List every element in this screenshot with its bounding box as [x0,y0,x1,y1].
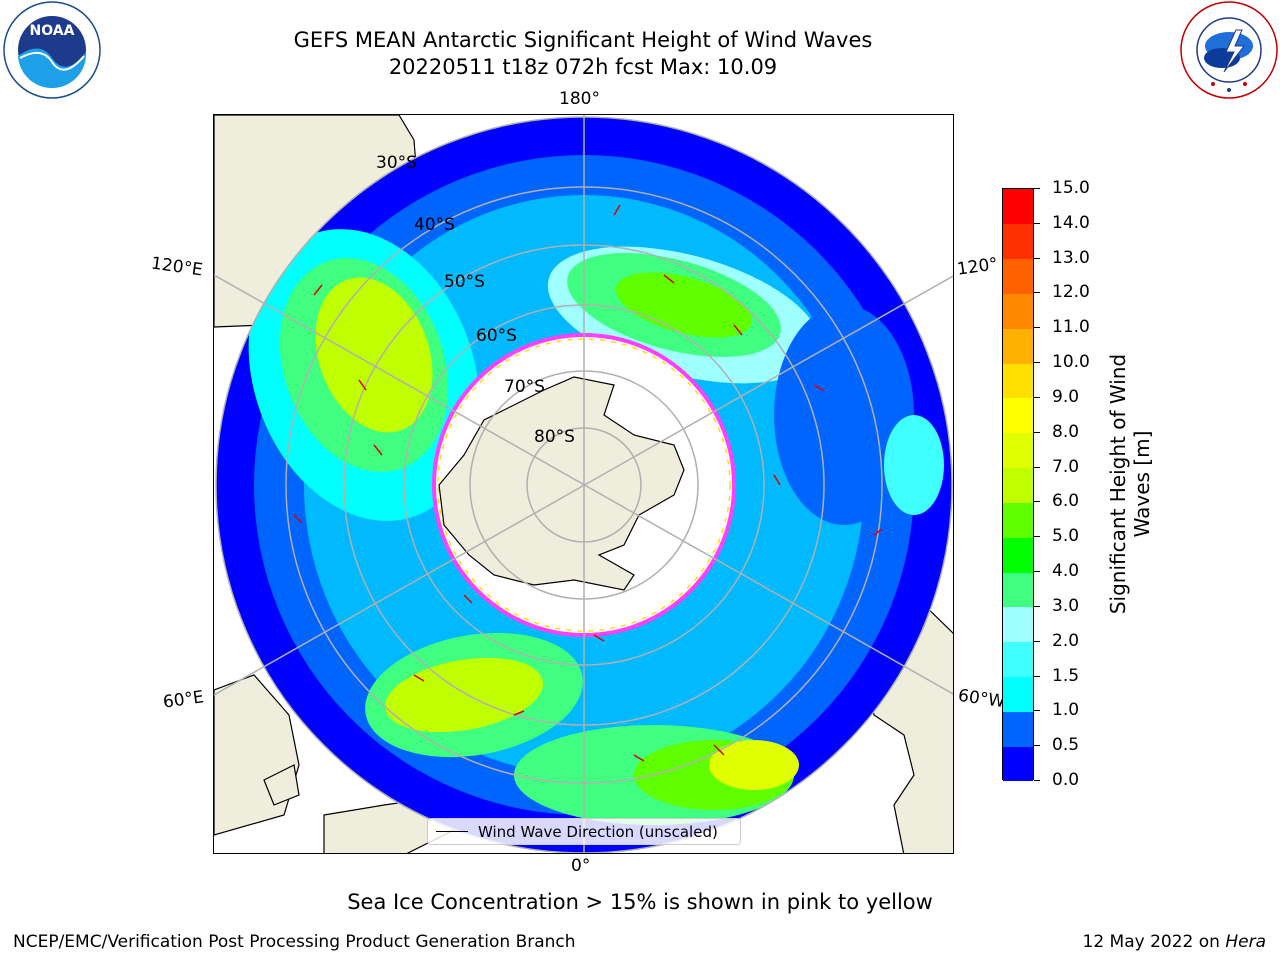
lon-label-60e: 60°E [161,687,206,713]
colorbar-segment [1003,328,1033,364]
land-antarctica [438,376,685,591]
colorbar-tick [1034,501,1040,503]
colorbar-segment [1003,397,1033,434]
colorbar-tick [1034,536,1040,538]
colorbar-segment [1003,467,1033,503]
colorbar-segment [1003,258,1033,294]
colorbar [1002,188,1034,782]
colorbar-tick [1034,292,1040,294]
colorbar-segment [1003,189,1033,225]
colorbar-tick [1034,327,1040,329]
colorbar-tick-label: 4.0 [1052,561,1080,582]
colorbar-tick [1034,675,1040,677]
colorbar-tick-label: 15.0 [1052,178,1090,198]
colorbar-label-line1: Significant Height of Wind [1106,353,1130,615]
legend-label: Wind Wave Direction (unscaled) [478,822,718,841]
colorbar-segment [1003,711,1033,747]
lat-labels: 30°S 40°S 50°S 60°S 70°S 80°S [376,153,575,447]
colorbar-tick-label: 11.0 [1052,317,1090,338]
colorbar-segment [1003,432,1033,469]
colorbar-segment [1003,502,1033,538]
colorbar-tick-label: 8.0 [1052,421,1080,442]
lat-label-40s: 40°S [414,215,455,235]
colorbar-segment [1003,641,1033,678]
lon-label-60w: 60°W [956,685,1007,713]
colorbar-segment [1003,293,1033,329]
footer-machine: Hera [1225,932,1266,952]
colorbar-tick-label: 13.0 [1052,247,1090,268]
nws-logo [1180,1,1278,99]
map-canvas: 30°S 40°S 50°S 60°S 70°S 80°S [214,115,953,853]
lon-label-120w: 120° [955,254,1000,280]
lat-label-30s: 30°S [376,153,417,173]
lon-label-180: 180° [559,89,600,109]
sea-ice-note: Sea Ice Concentration > 15% is shown in … [347,890,933,914]
colorbar-tick [1034,362,1040,364]
colorbar-tick-label: 6.0 [1052,491,1080,512]
wave-direction-arrows [293,204,883,762]
colorbar-segment [1003,223,1033,260]
lon-label-0: 0° [571,856,591,876]
colorbar-label-line2: Waves [m] [1130,430,1154,538]
colorbar-label: Significant Height of Wind Waves [m] [1106,334,1154,634]
map-legend: Wind Wave Direction (unscaled) [427,818,741,845]
colorbar-tick-label: 0.0 [1052,770,1080,790]
colorbar-tick-label: 2.0 [1052,630,1080,651]
footer-date: 12 May 2022 on Hera [1083,932,1267,952]
colorbar-tick [1034,257,1040,259]
chart-subtitle: 20220511 t18z 072h fcst Max: 10.09 [388,55,778,79]
colorbar-tick-label: 9.0 [1052,386,1080,407]
colorbar-tick [1034,431,1040,433]
colorbar-tick-label: 1.0 [1052,700,1080,721]
lon-label-120e: 120°E [149,253,204,281]
colorbar-tick-label: 0.5 [1052,735,1080,756]
noaa-logo: NOAA [3,1,101,99]
colorbar-tick [1034,780,1040,781]
colorbar-tick [1034,466,1040,468]
polar-map: 30°S 40°S 50°S 60°S 70°S 80°S Wind Wave … [213,114,954,854]
colorbar-tick-label: 5.0 [1052,526,1080,547]
colorbar-segment [1003,363,1033,399]
colorbar-segment [1003,572,1033,608]
legend-line-icon [436,830,468,833]
colorbar-tick [1034,396,1040,398]
colorbar-tick-label: 7.0 [1052,456,1080,477]
colorbar-tick-label: 10.0 [1052,352,1090,373]
colorbar-segment [1003,746,1033,782]
footer-credit: NCEP/EMC/Verification Post Processing Pr… [13,932,576,952]
colorbar-tick [1034,745,1040,747]
lat-label-80s: 80°S [534,427,575,447]
colorbar-tick-label: 12.0 [1052,282,1090,303]
colorbar-tick [1034,640,1040,642]
lat-label-70s: 70°S [504,377,545,397]
colorbar-tick-label: 1.5 [1052,665,1080,686]
colorbar-segment [1003,606,1033,643]
footer-date-text: 12 May 2022 on [1082,932,1226,952]
chart-title: GEFS MEAN Antarctic Significant Height o… [293,28,873,52]
land-madagascar [263,764,300,806]
colorbar-tick [1034,571,1040,573]
colorbar-segment [1003,676,1033,712]
lat-label-60s: 60°S [476,326,517,346]
colorbar-tick [1034,710,1040,712]
noaa-logo-text: NOAA [30,23,75,39]
colorbar-tick-label: 14.0 [1052,212,1090,233]
lat-label-50s: 50°S [444,272,485,292]
colorbar-segment [1003,537,1033,573]
colorbar-tick [1034,188,1040,189]
colorbar-tick [1034,222,1040,224]
graticule [214,115,953,853]
colorbar-tick-label: 3.0 [1052,595,1080,616]
colorbar-tick [1034,605,1040,607]
